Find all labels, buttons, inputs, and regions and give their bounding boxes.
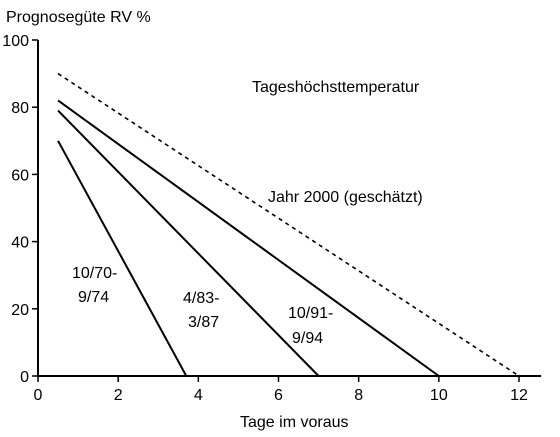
- x-tick-label: 8: [354, 387, 363, 404]
- x-axis-title: Tage im voraus: [240, 414, 349, 431]
- series-label-4-83: 4/83-3/87: [183, 290, 219, 331]
- series-line-3: [57, 72, 520, 377]
- axes: [37, 40, 542, 377]
- series-line-1: [57, 109, 320, 377]
- series-line-2: [57, 99, 440, 377]
- series-label-jahr-2000: Jahr 2000 (geschätzt): [268, 189, 423, 206]
- y-tick-label: 20: [11, 302, 29, 319]
- x-tick-label: 0: [34, 387, 43, 404]
- x-tick-label: 12: [510, 387, 528, 404]
- y-tick-label: 60: [11, 167, 29, 184]
- y-tick-label: 100: [2, 33, 29, 50]
- ticks: 0 2 4 6 8 10 12 0 20 40 60 80 100: [2, 33, 528, 404]
- x-tick-label: 4: [194, 387, 203, 404]
- x-tick-label: 6: [274, 387, 283, 404]
- x-tick-label: 10: [430, 387, 448, 404]
- x-tick-label: 2: [114, 387, 123, 404]
- y-tick-label: 0: [20, 369, 29, 386]
- series-line-0: [57, 140, 188, 377]
- y-axis-title: Prognosegüte RV %: [6, 9, 151, 26]
- chart-title: Tageshöchsttemperatur: [252, 79, 420, 96]
- series-label-10-91: 10/91-9/94: [288, 305, 333, 347]
- y-tick-label: 80: [11, 100, 29, 117]
- series-lines: [57, 72, 520, 377]
- series-label-10-70: 10/70-9/74: [72, 265, 117, 306]
- y-tick-label: 40: [11, 235, 29, 252]
